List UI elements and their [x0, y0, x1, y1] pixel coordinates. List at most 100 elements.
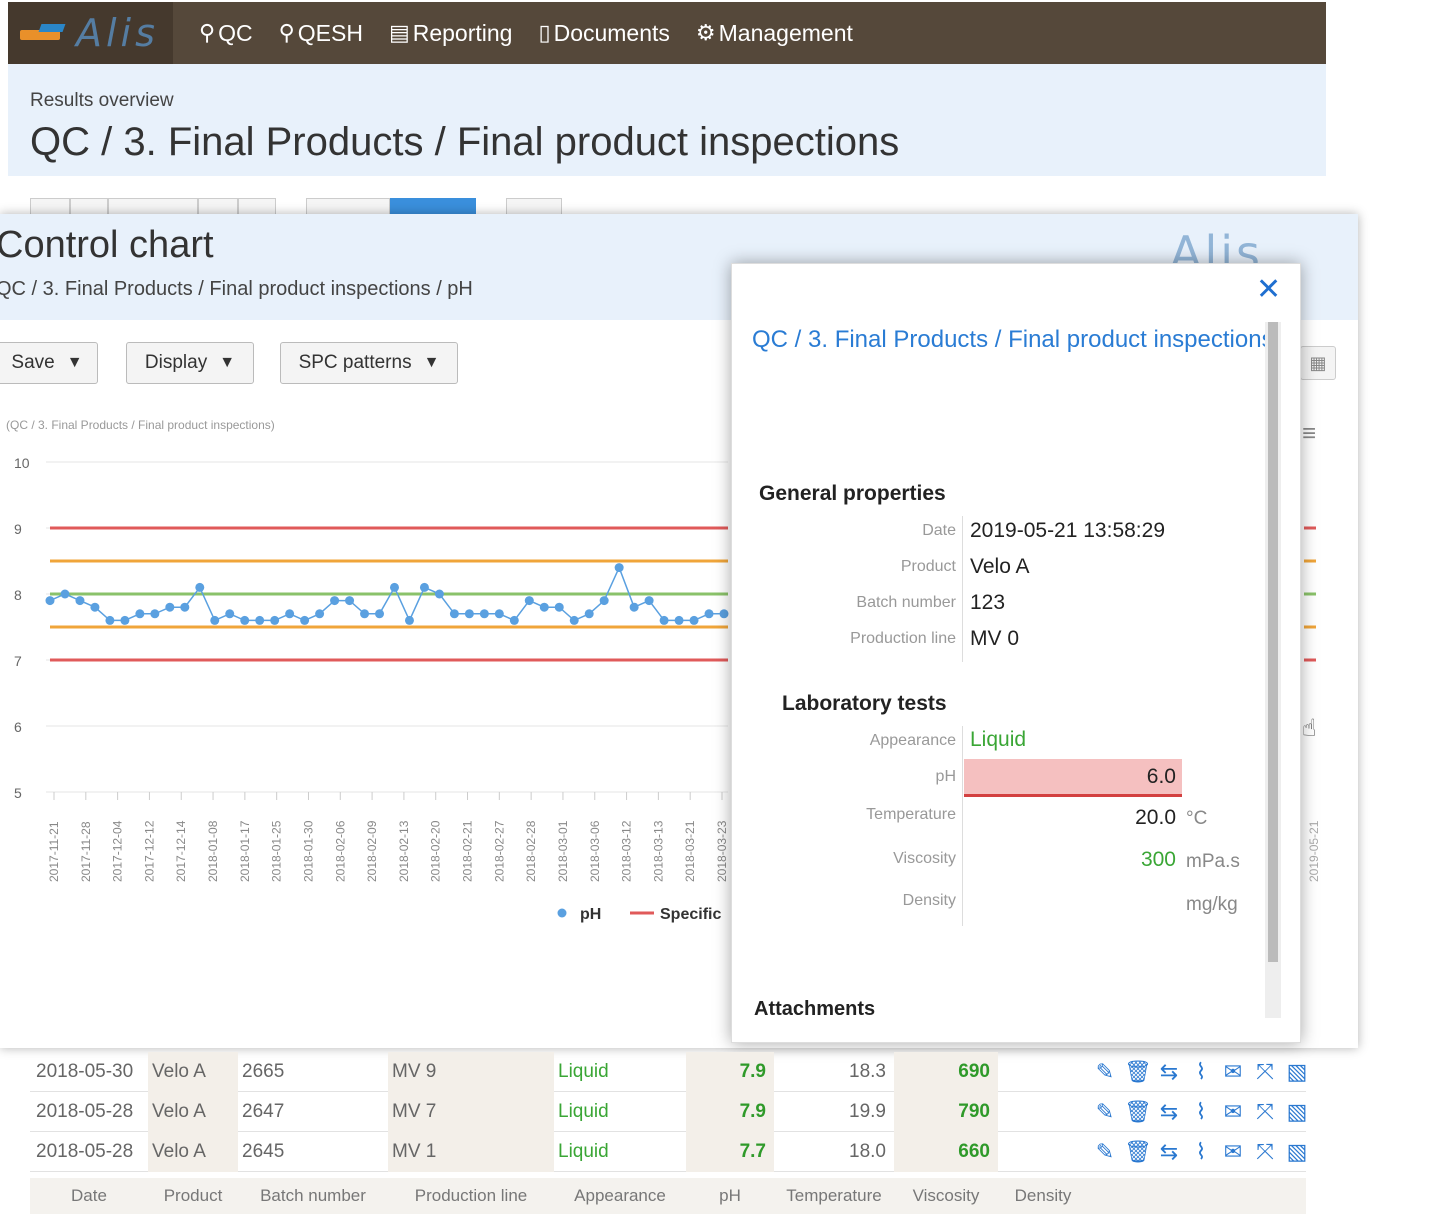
page-header: Results overview QC / 3. Final Products …	[8, 64, 1326, 176]
cursor-hand-icon: ☝	[1302, 715, 1317, 742]
ph-data-point	[270, 615, 280, 625]
nav-item-reporting[interactable]: ▤ Reporting	[389, 20, 513, 47]
cell-ph: 7.7	[686, 1132, 774, 1172]
save-dropdown-button[interactable]: Save ▼	[0, 342, 98, 384]
column-header[interactable]: Product	[163, 1186, 223, 1205]
nav-item-label: QESH	[297, 19, 363, 46]
x-tick-label: 2018-02-09	[365, 820, 379, 882]
ph-data-point	[60, 589, 70, 599]
pdf-icon[interactable]: ▧	[1286, 1139, 1308, 1164]
x-tick-label: 2018-02-06	[333, 820, 347, 882]
expand-icon[interactable]: ⤧	[1256, 1059, 1274, 1084]
cell-temp: 18.3	[849, 1061, 886, 1082]
workflow-icon[interactable]: ⇆	[1159, 1099, 1179, 1124]
workflow-icon[interactable]: ⇆	[1159, 1139, 1179, 1164]
scrollbar-thumb[interactable]	[1268, 322, 1278, 962]
delete-icon[interactable]: 🗑	[1124, 1099, 1152, 1124]
ph-data-point	[659, 615, 669, 625]
nav-item-qc[interactable]: ⚲ QC	[199, 20, 253, 47]
x-tick-label: 2018-03-06	[588, 820, 602, 882]
expand-icon[interactable]: ⤧	[1256, 1099, 1274, 1124]
mail-icon[interactable]: ✉	[1223, 1059, 1243, 1084]
page-title: QC / 3. Final Products / Final product i…	[30, 120, 900, 164]
cell-temp: 19.9	[849, 1101, 886, 1122]
control-chart: 5 6 7 8 9 10 2017-11-21 2017-11-28 2017-12-04 201…	[14, 455, 1321, 923]
ph-data-point	[120, 615, 130, 625]
pdf-icon[interactable]: ▧	[1286, 1059, 1308, 1084]
table-row[interactable]: 2018-05-28 Velo A 2647 MV 7 Liquid 7.9 19.9 790…	[30, 1092, 1307, 1132]
column-header[interactable]: Batch number	[260, 1186, 366, 1205]
temperature-unit: °C	[1186, 808, 1208, 829]
attachments-heading: Attachments	[754, 998, 876, 1020]
ph-data-point	[419, 582, 429, 592]
close-icon[interactable]: ✕	[1256, 273, 1282, 306]
cell-line: MV 9	[388, 1052, 554, 1092]
breadcrumb: Results overview	[30, 90, 174, 111]
attach-icon[interactable]: ⌇	[1195, 1059, 1207, 1084]
density-label: Density	[902, 892, 956, 909]
popup-breadcrumb-link[interactable]: QC / 3. Final Products / Final product i…	[752, 326, 1274, 353]
x-tick-label: 2017-12-14	[174, 820, 188, 882]
edit-icon[interactable]: ✎	[1095, 1059, 1115, 1084]
spc-patterns-dropdown-button[interactable]: SPC patterns ▼	[280, 342, 458, 384]
document-icon: ▯	[538, 20, 551, 45]
display-dropdown-button[interactable]: Display ▼	[126, 342, 254, 384]
pdf-icon[interactable]: ▧	[1286, 1099, 1308, 1124]
popup-scrollbar[interactable]	[1265, 322, 1281, 1018]
top-nav: Alis ⚲ QC ⚲ QESH ▤ Reporting ▯ Documents ⚙ Manage…	[8, 2, 1326, 64]
cell-visc: 790	[894, 1092, 998, 1132]
mail-icon[interactable]: ✉	[1223, 1139, 1243, 1164]
ph-data-point	[629, 602, 639, 612]
table-view-icon[interactable]: ▦	[1300, 346, 1336, 380]
nav-item-qesh[interactable]: ⚲ QESH	[279, 20, 363, 47]
column-header[interactable]: Production line	[414, 1186, 528, 1205]
save-button-label: Save	[11, 352, 55, 373]
row-actions: ✎ 🗑 ⇆ ⌇ ✉ ⤧ ▧	[1092, 1132, 1310, 1172]
mail-icon[interactable]: ✉	[1223, 1099, 1243, 1124]
ph-data-point	[434, 589, 444, 599]
expand-icon[interactable]: ⤧	[1256, 1139, 1274, 1164]
workflow-icon[interactable]: ⇆	[1159, 1059, 1179, 1084]
nav-item-label: QC	[218, 19, 253, 46]
ph-data-point	[509, 615, 519, 625]
delete-icon[interactable]: 🗑	[1124, 1059, 1152, 1084]
ph-data-point	[569, 615, 579, 625]
table-row[interactable]: 2018-05-28 Velo A 2645 MV 1 Liquid 7.7 18.0 660…	[30, 1132, 1307, 1172]
ph-series-line	[49, 565, 724, 623]
ph-data-point	[704, 609, 714, 619]
property-value: MV 0	[970, 627, 1020, 650]
ph-data-point	[195, 582, 205, 592]
app-logo[interactable]: Alis	[8, 2, 173, 64]
delete-icon[interactable]: 🗑	[1124, 1139, 1152, 1164]
x-tick-label: 2018-01-25	[270, 820, 284, 882]
column-header[interactable]: Temperature	[786, 1186, 882, 1205]
cell-appearance: Liquid	[558, 1141, 609, 1162]
edit-icon[interactable]: ✎	[1095, 1139, 1115, 1164]
divider	[962, 726, 963, 926]
x-tick-label: 2017-11-28	[79, 821, 93, 882]
column-header[interactable]: pH	[719, 1186, 741, 1205]
x-tick-label: 2018-02-21	[461, 820, 475, 882]
attach-icon[interactable]: ⌇	[1195, 1099, 1207, 1124]
ph-data-point	[75, 596, 85, 606]
chart-menu-icon[interactable]: ≡	[1302, 420, 1317, 447]
column-header[interactable]: Date	[71, 1186, 107, 1205]
column-header[interactable]: Viscosity	[912, 1186, 980, 1205]
column-header[interactable]: Appearance	[574, 1186, 666, 1205]
ph-data-point	[389, 582, 399, 592]
nav-item-documents[interactable]: ▯ Documents	[538, 20, 669, 47]
caret-down-icon: ▼	[66, 354, 83, 371]
divider	[962, 516, 963, 662]
control-chart-subtitle: QC / 3. Final Products / Final product i…	[0, 278, 473, 300]
row-actions: ✎ 🗑 ⇆ ⌇ ✉ ⤧ ▧	[1092, 1092, 1310, 1132]
table-row[interactable]: 2018-05-30 Velo A 2665 MV 9 Liquid 7.9 18.3 690…	[30, 1052, 1307, 1092]
attach-icon[interactable]: ⌇	[1195, 1139, 1207, 1164]
nav-item-label: Documents	[553, 19, 670, 46]
ph-data-point	[240, 615, 250, 625]
ph-data-point	[210, 615, 220, 625]
column-header[interactable]: Density	[1014, 1186, 1072, 1205]
y-tick-label: 10	[14, 455, 30, 471]
nav-item-management[interactable]: ⚙ Management	[696, 20, 853, 47]
cell-product: Velo A	[148, 1092, 238, 1132]
edit-icon[interactable]: ✎	[1095, 1099, 1115, 1124]
